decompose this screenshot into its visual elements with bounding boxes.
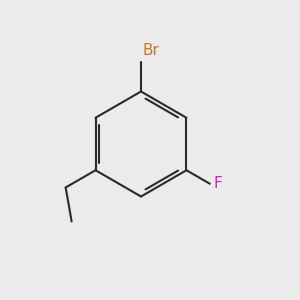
Text: F: F [213,176,222,191]
Text: Br: Br [142,43,159,58]
